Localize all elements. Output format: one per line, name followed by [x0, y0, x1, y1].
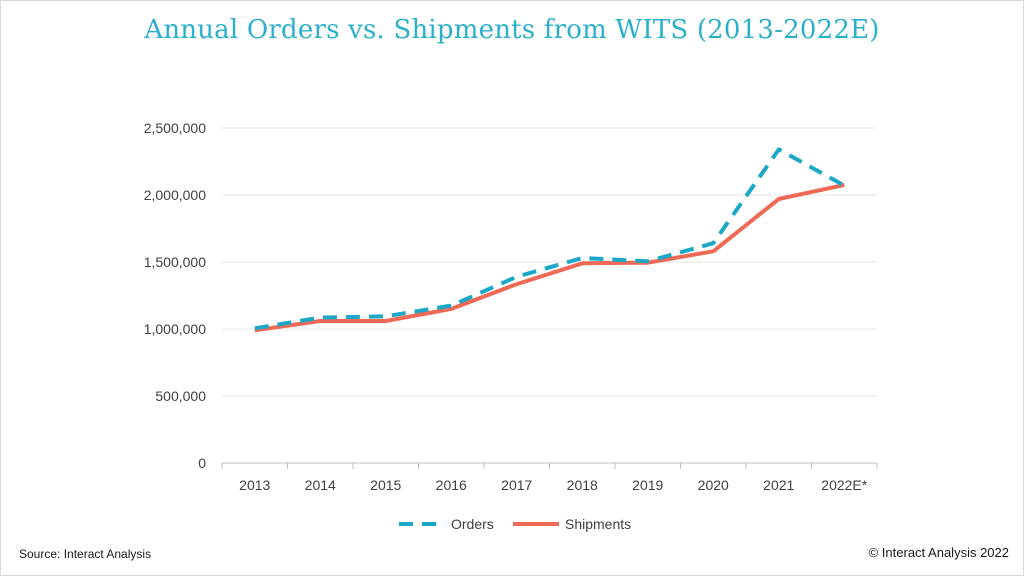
legend-label-orders: Orders — [451, 516, 494, 532]
x-tick-label: 2014 — [305, 477, 336, 493]
x-tick-label: 2020 — [698, 477, 729, 493]
x-tick-label: 2022E* — [821, 477, 867, 493]
x-tick-label: 2016 — [436, 477, 467, 493]
x-tick-label: 2015 — [370, 477, 401, 493]
copyright-note: © Interact Analysis 2022 — [868, 545, 1009, 560]
x-tick-label: 2013 — [239, 477, 270, 493]
y-tick-label: 0 — [198, 455, 206, 471]
y-tick-label: 1,000,000 — [144, 321, 206, 337]
chart-title: Annual Orders vs. Shipments from WITS (2… — [144, 15, 880, 45]
source-note: Source: Interact Analysis — [19, 547, 152, 561]
x-tick-label: 2019 — [632, 477, 663, 493]
y-tick-label: 500,000 — [155, 388, 206, 404]
series-line-shipments — [254, 182, 845, 333]
y-tick-label: 1,500,000 — [144, 254, 206, 270]
x-tick-label: 2018 — [567, 477, 598, 493]
y-tick-label: 2,000,000 — [144, 187, 206, 203]
x-tick-label: 2017 — [501, 477, 532, 493]
series-line-orders — [254, 147, 846, 331]
y-tick-label: 2,500,000 — [144, 120, 206, 136]
legend-label-shipments: Shipments — [565, 516, 631, 532]
x-tick-label: 2021 — [763, 477, 794, 493]
